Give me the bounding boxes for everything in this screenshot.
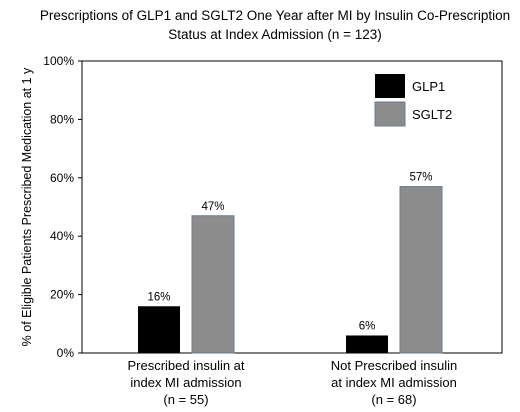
category-label-1-line-3: (n = 55) [163,392,208,407]
bars-group [138,186,443,354]
legend-label-glp1: GLP1 [412,79,445,94]
bar-glp1-2 [346,335,388,353]
bar-sglt2-2 [399,186,443,354]
data-label-sglt2-1: 47% [201,201,224,213]
y-tick-label: 40% [50,229,74,243]
chart-title-line-1: Prescriptions of GLP1 and SGLT2 One Year… [40,8,510,23]
category-label-2-line-3: (n = 68) [371,392,416,407]
y-axis-label: % of Eligible Patients Prescribed Medica… [20,67,34,346]
category-label-1-line-2: index MI admission [130,375,241,390]
data-label-glp1-2: 6% [359,320,376,332]
category-label-2-line-1: Not Prescribed insulin [331,358,457,373]
y-tick-label: 60% [50,171,74,185]
y-axis-ticks: 0% 20% 40% 60% 80% 100% [43,54,82,360]
plot-area-frame [81,60,503,354]
y-tick-label: 0% [57,346,75,360]
bar-glp1-1 [138,306,180,353]
data-label-sglt2-2: 57% [409,172,432,184]
y-tick-label: 80% [50,112,74,126]
legend-label-sglt2: SGLT2 [412,107,452,122]
category-label-1-line-1: Prescribed insulin at [127,358,244,373]
y-tick-label: 100% [43,54,74,68]
data-labels-group: 16% 6% 47% 57% [147,172,432,333]
bar-sglt2-1 [191,215,235,354]
category-labels-group: Prescribed insulin at index MI admission (… [127,358,457,407]
data-label-glp1-1: 16% [147,291,170,303]
category-label-2-line-2: at index MI admission [331,375,457,390]
legend-swatch-sglt2 [374,101,406,127]
chart-title-line-2: Status at Index Admission (n = 123) [168,27,382,42]
y-tick-label: 20% [50,288,74,302]
legend-swatch-glp1 [375,74,405,98]
legend: GLP1 SGLT2 [374,74,452,127]
